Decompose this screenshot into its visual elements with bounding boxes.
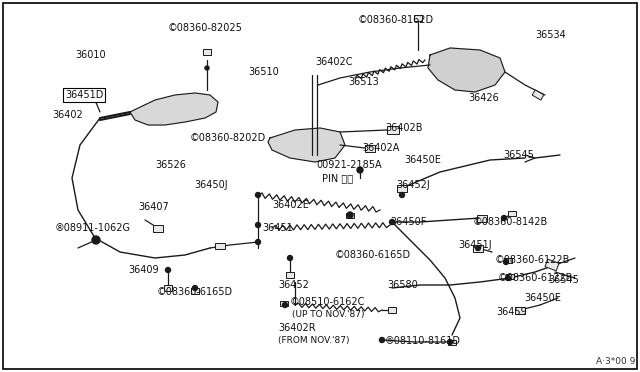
Text: ©08360-8142B: ©08360-8142B xyxy=(473,217,548,227)
Bar xyxy=(286,272,294,278)
Text: 36402B: 36402B xyxy=(385,123,422,133)
Text: 36451: 36451 xyxy=(262,223,292,233)
Circle shape xyxy=(506,276,511,280)
Text: 36402A: 36402A xyxy=(362,143,399,153)
Text: 36526: 36526 xyxy=(155,160,186,170)
Text: 36545: 36545 xyxy=(548,275,579,285)
Text: 36409: 36409 xyxy=(128,265,159,275)
Bar xyxy=(365,144,375,151)
Text: 36450E: 36450E xyxy=(404,155,441,165)
Circle shape xyxy=(502,215,506,221)
Polygon shape xyxy=(268,128,345,162)
Text: A·3*00 9: A·3*00 9 xyxy=(596,357,636,366)
Circle shape xyxy=(347,212,353,218)
Text: ©08360-82025: ©08360-82025 xyxy=(168,23,243,33)
Text: (FROM NOV.'87): (FROM NOV.'87) xyxy=(278,337,349,346)
Circle shape xyxy=(447,340,452,344)
Text: ©08360-6122B: ©08360-6122B xyxy=(498,273,573,283)
Circle shape xyxy=(504,260,509,264)
Text: ®08911-1062G: ®08911-1062G xyxy=(55,223,131,233)
Text: 36402R: 36402R xyxy=(278,323,316,333)
Text: ®08110-8161D: ®08110-8161D xyxy=(385,336,461,346)
Bar xyxy=(388,307,396,313)
Bar xyxy=(545,259,559,271)
Circle shape xyxy=(166,267,170,273)
Bar xyxy=(473,244,483,251)
Text: 36452J: 36452J xyxy=(396,180,429,190)
Circle shape xyxy=(357,167,363,173)
Bar xyxy=(448,340,456,344)
Bar xyxy=(515,307,525,314)
Bar xyxy=(532,90,544,100)
Bar xyxy=(203,49,211,55)
Text: 36450J: 36450J xyxy=(194,180,228,190)
Text: 36452: 36452 xyxy=(278,280,309,290)
Text: 36450E: 36450E xyxy=(524,293,561,303)
Bar xyxy=(215,243,225,249)
Text: 36426: 36426 xyxy=(468,93,499,103)
Bar xyxy=(477,215,487,221)
Circle shape xyxy=(399,192,404,198)
Circle shape xyxy=(390,219,394,224)
Bar xyxy=(191,288,199,294)
Bar xyxy=(397,185,407,192)
Bar xyxy=(164,285,172,291)
Bar xyxy=(414,15,422,21)
Text: 36459: 36459 xyxy=(496,307,527,317)
Circle shape xyxy=(255,192,260,198)
Circle shape xyxy=(193,285,198,291)
Circle shape xyxy=(205,66,209,70)
Text: PIN ピン: PIN ピン xyxy=(322,173,353,183)
Text: 36534: 36534 xyxy=(535,30,566,40)
Bar xyxy=(280,301,288,305)
Text: 36407: 36407 xyxy=(138,202,169,212)
Text: 36402E: 36402E xyxy=(272,200,309,210)
Polygon shape xyxy=(130,93,218,125)
Text: ©08360-6165D: ©08360-6165D xyxy=(335,250,411,260)
Text: 36545: 36545 xyxy=(503,150,534,160)
Bar xyxy=(153,224,163,231)
Circle shape xyxy=(255,240,260,244)
Circle shape xyxy=(380,337,385,343)
Text: 36451J: 36451J xyxy=(458,240,492,250)
Text: ©08360-8202D: ©08360-8202D xyxy=(190,133,266,143)
Circle shape xyxy=(282,302,287,308)
Bar xyxy=(387,126,399,134)
Bar xyxy=(508,211,516,215)
Text: ©08510-6162C: ©08510-6162C xyxy=(290,297,365,307)
Circle shape xyxy=(92,236,100,244)
Text: 36510: 36510 xyxy=(248,67,279,77)
Polygon shape xyxy=(428,48,505,92)
Text: (UP TO NOV.'87): (UP TO NOV.'87) xyxy=(292,311,365,320)
Text: 36010: 36010 xyxy=(75,50,106,60)
Bar xyxy=(506,273,514,279)
Text: 36402C: 36402C xyxy=(315,57,353,67)
Text: 36450F: 36450F xyxy=(390,217,426,227)
Text: 36580: 36580 xyxy=(387,280,418,290)
Text: ©08360-6122B: ©08360-6122B xyxy=(495,255,570,265)
Circle shape xyxy=(476,246,481,250)
Circle shape xyxy=(255,222,260,228)
Text: ©08360-8162D: ©08360-8162D xyxy=(358,15,434,25)
Circle shape xyxy=(287,256,292,260)
Text: ©08360-6165D: ©08360-6165D xyxy=(157,287,233,297)
Text: 36402: 36402 xyxy=(52,110,83,120)
Text: 36513: 36513 xyxy=(348,77,379,87)
Text: 00921-2185A: 00921-2185A xyxy=(316,160,381,170)
Bar xyxy=(504,257,512,263)
Text: 36451D: 36451D xyxy=(65,90,104,100)
Bar xyxy=(346,212,354,218)
